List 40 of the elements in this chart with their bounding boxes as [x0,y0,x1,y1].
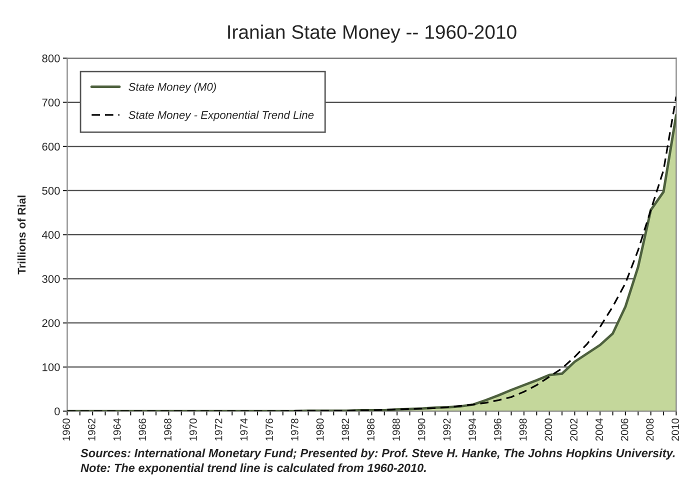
x-tick-label: 2000 [544,418,552,441]
legend-label: State Money (M0) [128,82,216,93]
y-tick-label: 700 [42,98,60,106]
y-tick-label: 0 [54,407,60,416]
x-tick-label: 1998 [519,418,527,440]
x-tick-label: 1980 [316,418,324,440]
x-tick-label: 1970 [189,418,197,440]
x-tick-label: 1962 [88,418,96,440]
x-tick-label: 1996 [494,418,502,440]
x-tick-label: 1960 [62,418,70,440]
x-tick-label: 1966 [138,418,146,440]
x-tick-label: 1994 [468,418,476,440]
y-tick-label: 200 [42,319,60,328]
x-tick-label: 2006 [620,418,628,441]
source-note: Sources: International Monetary Fund; Presented by: Prof. Steve H. Hanke, The Johns Hopkins University. [80,448,675,460]
x-tick-label: 1972 [214,418,222,440]
y-tick-label: 100 [42,363,60,372]
x-tick-label: 1978 [290,418,298,440]
y-tick-label: 300 [42,275,60,283]
x-tick-label: 1988 [392,418,400,440]
x-tick-label: 1992 [443,418,451,440]
x-tick-label: 1986 [367,418,374,440]
x-tick-label: 2004 [595,418,603,441]
x-tick-label: 1968 [164,418,172,440]
x-tick-label: 2010 [672,418,679,441]
y-tick-label: 800 [42,54,60,62]
x-tick-label: 2002 [570,418,578,441]
x-tick-label: 1990 [418,418,426,440]
x-tick-label: 1964 [113,418,121,440]
text: Note: The exponential trend line is calculated from 1960-2010. [80,463,426,474]
x-tick-label: 2008 [646,418,654,441]
y-tick-label: 400 [42,230,60,239]
y-axis-title: Trillions of Rial [17,196,26,274]
y-tick-label: 600 [42,142,60,151]
legend-label: State Money - Exponential Trend Line [128,110,314,122]
x-tick-label: 1974 [240,418,248,440]
x-tick-label: 1976 [266,418,273,440]
y-tick-label: 500 [42,186,60,195]
chart-title: Iranian State Money -- 1960-2010 [228,24,516,43]
x-tick-label: 1982 [342,418,350,440]
